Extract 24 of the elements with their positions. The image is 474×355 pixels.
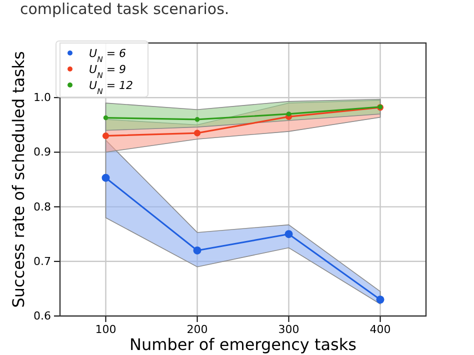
point [284,230,293,238]
legend-label: U$_{N}$ = 6 [89,47,126,64]
point [193,246,202,254]
x-tick-label: 100 [95,322,116,336]
y-axis-title: Success rate of scheduled tasks [9,51,28,308]
text: complicated task scenarios. [20,0,230,18]
point [194,130,201,136]
y-tick-label: 0.6 [34,310,51,323]
y-tick-label: 0.9 [34,146,51,159]
point [102,132,110,140]
point [194,117,200,122]
x-tick-label: 200 [186,322,208,336]
y-tick-label: 0.8 [34,200,51,214]
point [103,115,108,120]
point [102,174,110,182]
legend-label: U$_{N}$ = 9 [89,63,126,80]
x-tick-label: 400 [370,322,391,336]
point [286,112,292,116]
y-tick-label: 1.0 [34,91,51,104]
point [376,296,384,304]
x-tick-label: 300 [278,322,300,336]
x-axis-title: Number of emergency tasks [130,335,356,354]
legend-label: U$_{N}$ = 12 [89,79,134,96]
y-tick-label: 0.7 [34,254,51,268]
